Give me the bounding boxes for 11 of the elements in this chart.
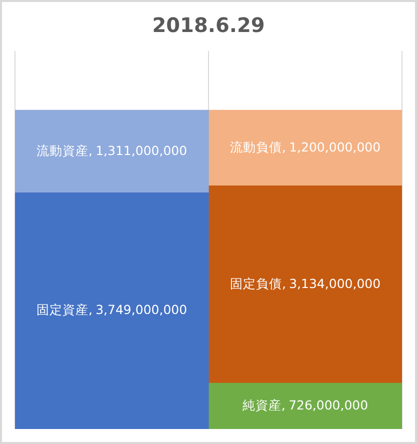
data-label: 1,200,000,000	[289, 139, 381, 154]
data-label: 3,134,000,000	[289, 276, 381, 291]
series-label: 固定資産,	[36, 302, 92, 318]
data-label: 726,000,000	[288, 397, 368, 412]
series-label: 固定負債,	[230, 276, 286, 291]
data-label: 3,749,000,000	[96, 302, 188, 318]
series-label: 流動負債,	[230, 139, 286, 154]
data-label: 1,311,000,000	[96, 142, 188, 158]
series-label: 純資産,	[242, 397, 286, 412]
chart-title: 2018.6.29	[152, 13, 265, 38]
series-label: 流動資産,	[36, 142, 92, 158]
